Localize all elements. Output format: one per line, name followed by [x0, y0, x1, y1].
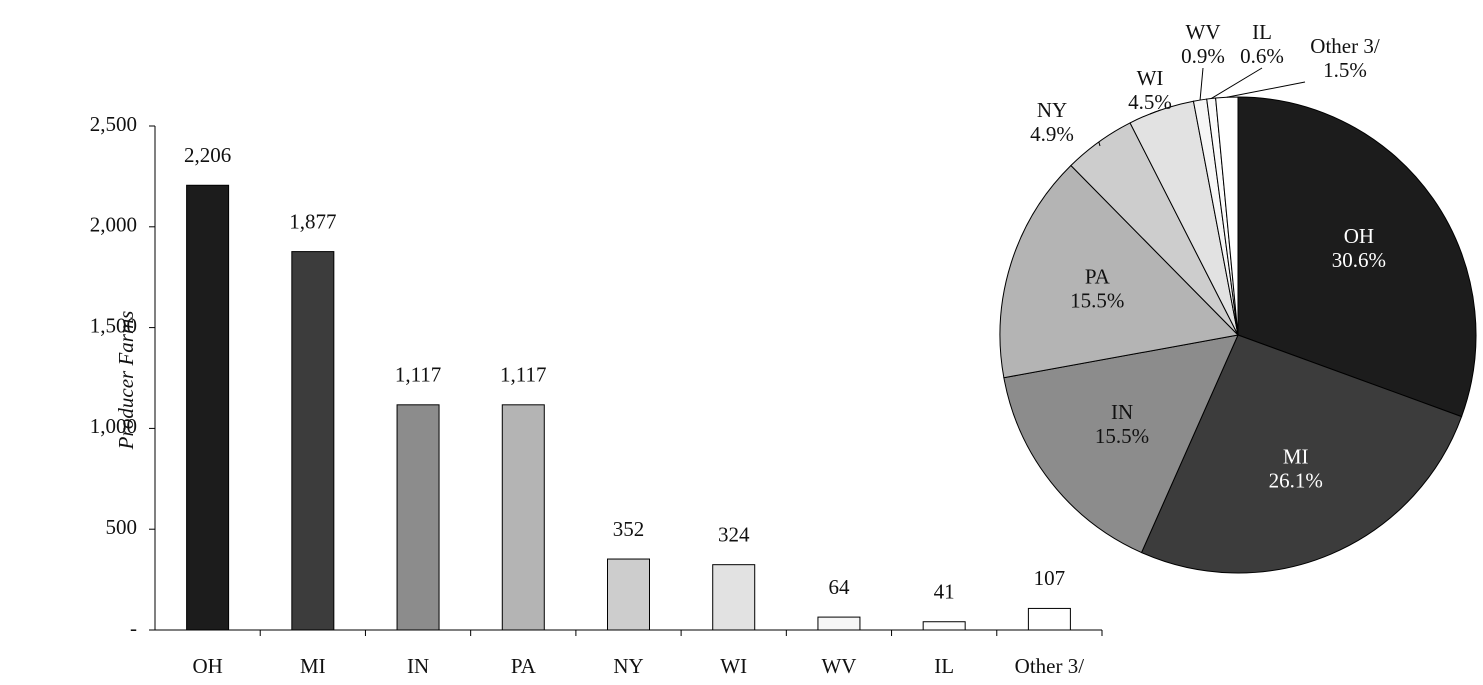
pie-label: WV: [1186, 20, 1221, 44]
pie-label: WI: [1137, 66, 1164, 90]
value-label: 324: [718, 522, 750, 546]
value-label: 107: [1034, 566, 1066, 590]
x-tick-label: IN: [407, 654, 429, 678]
pie-label: Other 3/: [1310, 34, 1380, 58]
pie-label: IL: [1252, 20, 1272, 44]
y-tick-label: 1,500: [90, 313, 137, 337]
x-tick-label: OH: [192, 654, 222, 678]
leader-line: [1098, 141, 1101, 147]
value-label: 64: [828, 575, 850, 599]
pie-label: NY: [1037, 98, 1067, 122]
value-label: 1,877: [289, 209, 336, 233]
value-label: 2,206: [184, 143, 231, 167]
x-tick-label: PA: [511, 654, 537, 678]
bar: [922, 621, 966, 631]
pie-label: OH: [1344, 224, 1374, 248]
pie-value-label: 26.1%: [1269, 469, 1323, 493]
value-label: 1,117: [395, 363, 441, 387]
x-tick-label: WV: [821, 654, 856, 678]
bar: [186, 184, 230, 631]
x-tick-label: WI: [720, 654, 747, 678]
pie-slice: [1003, 334, 1239, 554]
pie-value-label: 30.6%: [1332, 248, 1386, 272]
leader-line: [1226, 81, 1306, 98]
x-tick-label: IL: [934, 654, 954, 678]
x-tick-label: MI: [300, 654, 326, 678]
pie-slice: [1140, 334, 1463, 574]
y-tick-label: 2,000: [90, 213, 137, 237]
leader-line: [1210, 67, 1263, 99]
pie-value-label: 15.5%: [1095, 424, 1149, 448]
bar: [712, 564, 756, 631]
pie-label: PA: [1085, 264, 1111, 288]
bar: [1027, 607, 1071, 631]
y-axis-label: Producer Farms: [114, 311, 138, 451]
x-tick-label: NY: [613, 654, 643, 678]
pie-value-label: 1.5%: [1323, 58, 1367, 82]
pie-value-label: 4.9%: [1030, 122, 1074, 146]
bar: [291, 251, 335, 631]
y-tick-label: 500: [106, 515, 138, 539]
pie-label: IN: [1111, 400, 1133, 424]
value-label: 352: [613, 517, 645, 541]
bar: [396, 404, 440, 631]
leader-line: [1149, 109, 1162, 115]
pie-slice: [999, 164, 1240, 379]
value-label: 1,117: [500, 363, 546, 387]
pie-value-label: 15.5%: [1070, 288, 1124, 312]
y-tick-label: -: [130, 616, 137, 640]
pie-value-label: 4.5%: [1128, 90, 1172, 114]
y-tick-label: 1,000: [90, 414, 137, 438]
x-tick-label: Other 3/: [1015, 654, 1085, 678]
pie-slice: [1237, 96, 1477, 418]
value-label: 41: [934, 580, 955, 604]
leader-line: [1199, 67, 1204, 101]
pie-label: MI: [1283, 445, 1309, 469]
pie-value-label: 0.9%: [1181, 44, 1225, 68]
bar: [607, 558, 650, 631]
pie-slice: [1215, 96, 1239, 336]
bar: [501, 404, 545, 631]
pie-value-label: 0.6%: [1240, 44, 1284, 68]
y-tick-label: 2,500: [90, 112, 137, 136]
bar: [817, 616, 861, 631]
